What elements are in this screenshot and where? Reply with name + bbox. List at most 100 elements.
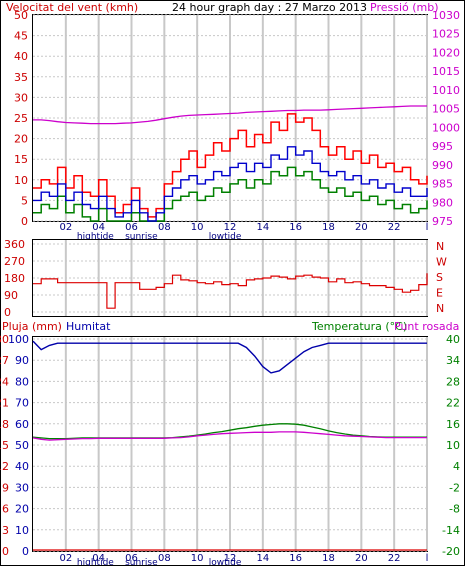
panel3-series (32, 340, 427, 551)
pressure-tick-label: 1025 (432, 28, 460, 41)
wind-tick-label: 10 (14, 174, 28, 187)
rain-tick-label: 27 (0, 354, 9, 367)
x-tick-label: 12 (224, 222, 237, 233)
temperature-tick-label: -20 (442, 545, 460, 558)
humidity-tick-label: 30 (15, 481, 29, 494)
series-pressure (33, 105, 427, 125)
compass-label: W (436, 256, 447, 269)
temperature-tick-label: 40 (446, 333, 460, 346)
humidity-temperature-panel: 036912151821242730 010203040506070809010… (0, 333, 460, 566)
panel3-grid (33, 337, 428, 552)
x-tick-label: 04 (92, 222, 105, 233)
compass-label: E (436, 287, 443, 300)
direction-tick-label: 270 (4, 255, 25, 268)
wind-tick-label: 35 (14, 71, 28, 84)
humidity-tick-label: 60 (15, 418, 29, 431)
pressure-tick-label: 990 (432, 159, 453, 172)
panel3-humidity-ticks: 0 10 20 30 40 50 60 70 80 90 100 (8, 333, 29, 558)
wind-tick-label: 40 (14, 50, 28, 63)
pressure-tick-label: 1020 (432, 46, 460, 59)
x-tick-label: 02 (59, 222, 72, 233)
rain-tick-label: 18 (0, 418, 9, 431)
panel3-rain-ticks: 0 3 6 9 12 15 18 21 24 27 30 (0, 333, 9, 558)
direction-tick-label: 0 (4, 306, 11, 319)
wind-tick-label: 15 (14, 153, 28, 166)
x-tick-label: 16 (289, 553, 302, 564)
series-wind-minimum (33, 166, 428, 222)
temperature-tick-label: 28 (446, 375, 460, 388)
x-tick-label: l (426, 553, 429, 564)
pressure-tick-label: 975 (432, 215, 453, 228)
x-tick-label: 20 (355, 553, 368, 564)
rain-tick-label: 9 (2, 481, 9, 494)
event-label-lowtide: lowtide (209, 232, 242, 242)
event-label-sunrise: sunrise (125, 558, 158, 566)
rain-tick-label: 21 (0, 397, 9, 410)
rain-tick-label: 24 (0, 375, 9, 388)
rain-tick-label: 12 (0, 460, 9, 473)
event-label-hightide: hightide (77, 558, 114, 566)
wind-tick-label: 5 (21, 194, 28, 207)
pressure-tick-label: 1015 (432, 65, 460, 78)
compass-label: N (436, 240, 444, 253)
humidity-tick-label: 20 (15, 503, 29, 516)
panel2-direction-ticks: 0 90 180 270 360 (4, 238, 25, 319)
pressure-tick-label: 985 (432, 178, 453, 191)
x-tick-label: 14 (256, 222, 269, 233)
x-tick-label: 18 (322, 553, 335, 564)
series-direction (33, 273, 428, 309)
x-tick-label: 10 (191, 553, 204, 564)
humidity-tick-label: 100 (8, 333, 29, 346)
wind-tick-label: 50 (14, 9, 28, 22)
rain-tick-label: 0 (2, 545, 9, 558)
series-gust (33, 113, 428, 218)
humidity-tick-label: 10 (15, 524, 29, 537)
temperature-tick-label: -2 (449, 481, 460, 494)
panel2-series (33, 273, 428, 309)
temperature-tick-label: 34 (446, 354, 460, 367)
x-tick-label: 16 (289, 222, 302, 233)
x-tick-label: 08 (158, 222, 171, 233)
direction-tick-label: 180 (4, 272, 25, 285)
wind-tick-label: 20 (14, 133, 28, 146)
x-tick-label: 20 (355, 222, 368, 233)
graph-title: 24 hour graph day : 27 Marzo 2013 (172, 1, 367, 14)
humidity-tick-label: 40 (15, 460, 29, 473)
x-tick-label: 06 (125, 553, 138, 564)
panel3-x-ticks: 02 04 06 08 10 12 14 16 18 20 22 l hightide sunrise lo… (59, 553, 428, 566)
direction-tick-label: 90 (4, 289, 18, 302)
rain-tick-label: 30 (0, 333, 9, 346)
temperature-axis-title: Temperatura (°C) (311, 320, 407, 333)
temperature-tick-label: -8 (449, 503, 460, 516)
pressure-tick-label: 995 (432, 140, 453, 153)
x-tick-label: 14 (256, 553, 269, 564)
x-tick-label: 12 (224, 553, 237, 564)
compass-label: N (436, 302, 444, 315)
humidity-axis-title: Humitat (66, 320, 111, 333)
x-tick-label: 08 (158, 553, 171, 564)
pressure-tick-label: 1010 (432, 84, 460, 97)
direction-tick-label: 360 (4, 238, 25, 251)
temperature-tick-label: 10 (446, 439, 460, 452)
x-tick-label: 22 (388, 553, 401, 564)
pressure-tick-label: 980 (432, 196, 453, 209)
x-tick-label: 18 (322, 222, 335, 233)
rain-tick-label: 15 (0, 439, 9, 452)
x-tick-label: 02 (59, 553, 72, 564)
event-label-lowtide: lowtide (209, 558, 242, 566)
pressure-axis-title: Pressió (mb) (370, 1, 439, 14)
temperature-tick-label: -14 (442, 524, 460, 537)
x-tick-label: 06 (125, 222, 138, 233)
temperature-tick-label: 16 (446, 418, 460, 431)
temperature-tick-label: 4 (453, 460, 460, 473)
panel1-x-ticks: 02 04 06 08 10 12 14 16 18 20 22 l hightide sunrise lo… (59, 222, 428, 242)
wind-tick-label: 0 (21, 215, 28, 228)
rain-tick-label: 6 (2, 503, 9, 516)
compass-label: S (436, 271, 443, 284)
x-tick-label: l (426, 222, 429, 233)
pressure-tick-label: 1005 (432, 103, 460, 116)
wind-axis-title: Velocitat del vent (kmh) (6, 1, 138, 14)
